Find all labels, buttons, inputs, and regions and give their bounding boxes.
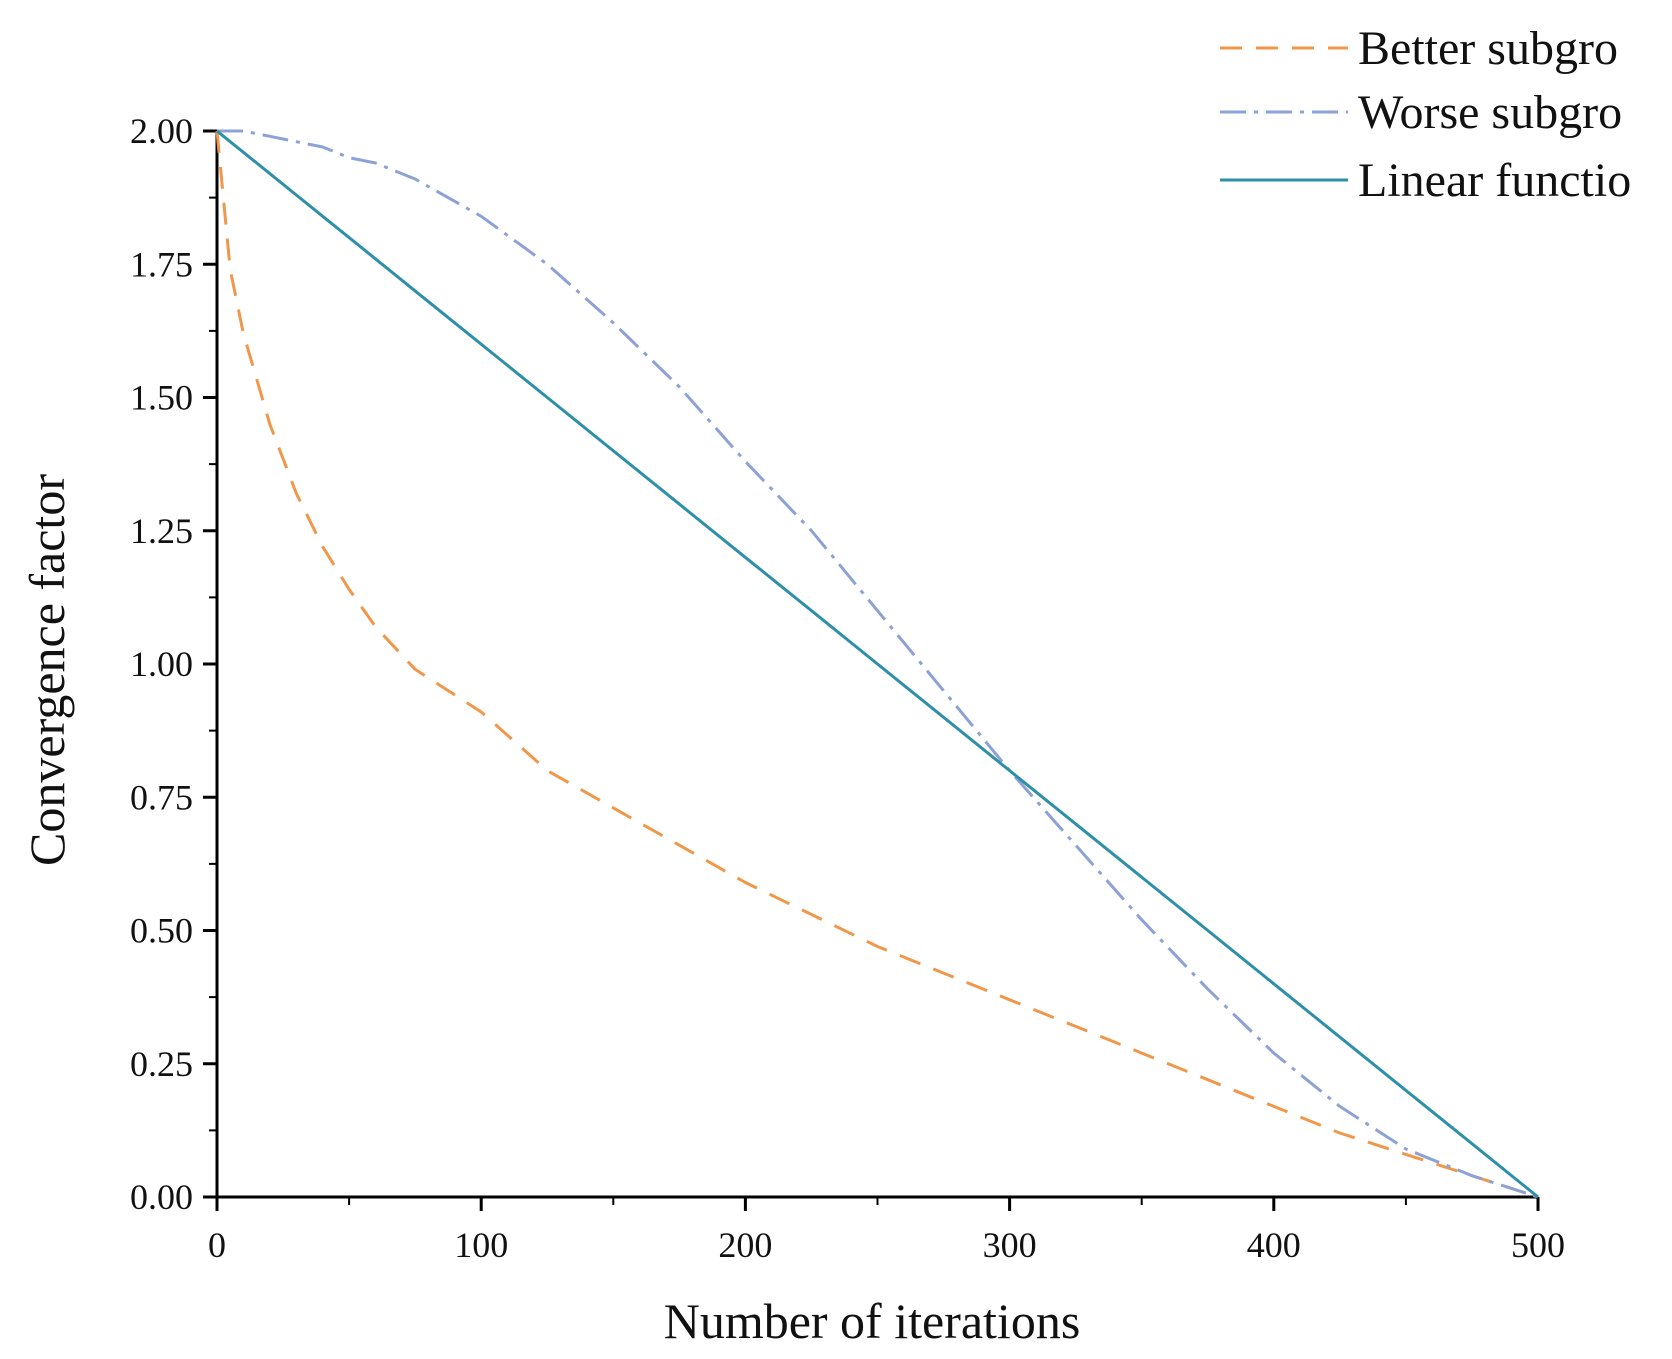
x-axis-title: Number of iterations [664, 1293, 1081, 1349]
x-tick-label-100: 100 [454, 1225, 508, 1265]
x-tick-label-0: 0 [208, 1225, 226, 1265]
series-line-linear-function [216, 129, 1539, 1199]
y-tick-label-0.75: 0.75 [130, 777, 193, 817]
y-tick-label-0.25: 0.25 [130, 1044, 193, 1084]
y-tick-label-1.25: 1.25 [130, 511, 193, 551]
series-line-better-subgroup [215, 130, 1539, 1199]
legend: Better subgro Worse subgro Linear functi… [1220, 22, 1631, 207]
y-tick-label-0.00: 0.00 [130, 1177, 193, 1217]
y-tick-label-2.00: 2.00 [130, 111, 193, 151]
legend-label-worse: Worse subgro [1358, 86, 1622, 139]
x-tick-label-400: 400 [1247, 1225, 1301, 1265]
y-tick-label-1.50: 1.50 [130, 378, 193, 418]
y-axis-title: Convergence factor [19, 474, 75, 866]
legend-label-better: Better subgro [1358, 22, 1618, 75]
x-tick-label-200: 200 [718, 1225, 772, 1265]
y-tick-label-1.75: 1.75 [130, 244, 193, 284]
legend-label-linear: Linear functio [1358, 154, 1631, 207]
plot-area: 0 100 200 300 400 500 0.00 0.25 0.50 0.75 1.00 1.25… [130, 111, 1565, 1265]
y-tick-label-0.50: 0.50 [130, 911, 193, 951]
x-tick-label-300: 300 [983, 1225, 1037, 1265]
x-tick-label-500: 500 [1511, 1225, 1565, 1265]
y-tick-label-1.00: 1.00 [130, 644, 193, 684]
